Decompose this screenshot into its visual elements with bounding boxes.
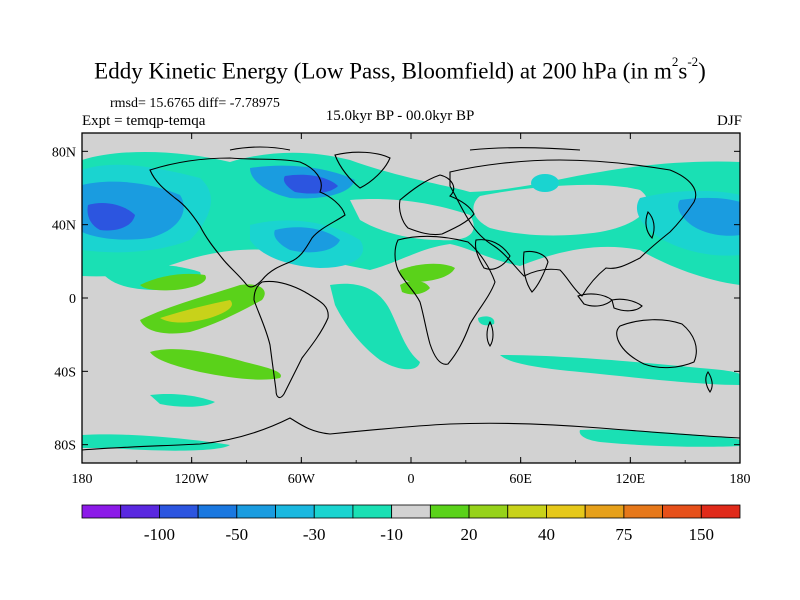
colorbar-label: 20 [461,525,478,544]
contour-gray-midlat [350,199,474,241]
contour-green-tropic-north [140,273,206,291]
colorbar-label: -100 [144,525,175,544]
colorbar-swatch [391,504,431,519]
colorbar-label: -50 [225,525,248,544]
colorbar-swatch [81,504,122,519]
colorbar-swatch [197,504,238,519]
x-tick-label: 0 [408,472,415,487]
y-tick-label: 0 [69,292,76,307]
x-tick-label: 120W [175,472,210,487]
coastline-arctic [229,146,581,151]
coastline-africa [394,235,496,365]
contour-gray-asia [473,184,648,236]
x-tick-label: 120E [616,472,646,487]
y-tick-label: 40S [54,365,76,380]
contour-blue-canada-core [283,174,338,194]
coastline-australia [616,319,697,369]
x-ticks: 180 120W 60W 0 60E 120E 180 [72,133,751,487]
x-tick-label: 180 [72,472,93,487]
y-tick-label: 40N [52,219,76,234]
coastline-europe [398,174,475,236]
colorbar-swatch [120,504,160,519]
colorbar-label: 150 [689,525,715,544]
contour-cyan-circumpolar [82,434,230,451]
y-tick-label: 80S [54,439,76,454]
colorbar-swatch [468,504,509,519]
y-tick-label: 80N [52,145,76,160]
colorbar-swatch [700,504,741,519]
coastline-madagascar [486,320,494,347]
map-title: Eddy Kinetic Energy (Low Pass, Bloomfiel… [94,54,706,84]
contour-cyan-siberia [531,174,559,192]
coastline-greenland [334,151,391,189]
coastline-new-zealand [705,371,713,393]
coastline-arabia [474,239,511,270]
contour-blue-atlantic [274,227,340,253]
colorbar-label: -30 [303,525,326,544]
colorbar-swatch [275,504,315,519]
colorbar-swatch [313,504,354,519]
contour-tropical-atlantic [330,283,420,370]
contour-fills [82,151,740,451]
contour-cyan-antarctic-e [579,429,740,447]
colorbar-label: 75 [615,525,632,544]
colorbar-swatch [546,504,586,519]
contour-green-south-temperate [150,349,281,380]
colorbar-swatch [584,504,625,519]
experiment-label: Expt = temqp-temqa [82,113,206,129]
contour-cyan-south-indian [500,355,740,385]
colorbar-swatch [507,504,547,519]
coastline-asia [449,159,697,297]
x-tick-label: 60W [288,472,316,487]
contour-blue-npac-e [678,197,740,236]
contour-yellow-south-pacific [160,300,232,323]
coastline-japan [645,211,655,239]
coastline-south-america [253,280,329,399]
coastline-indonesia [577,293,643,312]
contour-cyan-southpac-w [150,393,215,407]
x-tick-label: 180 [730,472,751,487]
y-ticks: 80N 40N 0 40S 80S [52,145,740,454]
coastline-india [522,250,549,293]
period-label: 15.0kyr BP - 00.0kyr BP [325,108,475,124]
colorbar-swatch [352,504,393,519]
x-tick-label: 60E [509,472,532,487]
colorbar-label: 40 [538,525,555,544]
colorbar-swatch [236,504,276,519]
colorbar-label: -10 [380,525,403,544]
colorbar-labels: -100 -50 -30 -10 20 40 75 150 [144,525,714,544]
contour-blue-pacific-core [87,203,135,231]
colorbar-swatch [623,504,663,519]
colorbar-swatch [159,504,199,519]
season-label: DJF [716,113,742,129]
colorbar [81,504,741,519]
colorbar-swatch [662,504,702,519]
coastline-antarctica [82,417,740,451]
contour-green-atlantic [399,263,455,282]
stats-text: rmsd= 15.6765 diff= -7.78975 [110,96,280,111]
colorbar-swatch [429,504,470,519]
coastlines [82,146,740,451]
coastline-north-america [149,157,346,288]
